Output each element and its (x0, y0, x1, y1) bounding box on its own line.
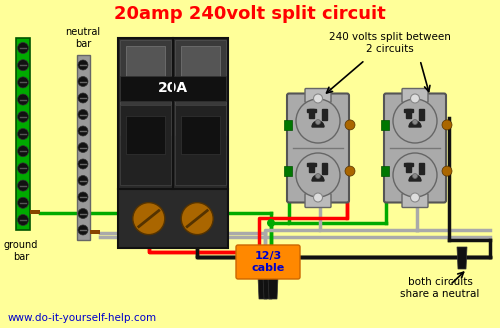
Bar (76, 55, 90, 240)
Bar (181, 46, 220, 92)
Bar (126, 116, 165, 154)
Bar (419, 163, 424, 174)
Bar (120, 40, 171, 134)
Circle shape (267, 219, 275, 227)
Bar (307, 163, 316, 166)
Circle shape (314, 193, 322, 202)
Circle shape (345, 166, 355, 176)
Circle shape (78, 110, 88, 119)
Bar (90, 230, 100, 234)
Text: www.do-it-yourself-help.com: www.do-it-yourself-help.com (8, 313, 157, 323)
Circle shape (314, 94, 322, 103)
Circle shape (18, 129, 28, 139)
Bar (30, 210, 40, 214)
Bar (118, 38, 228, 248)
Bar (175, 40, 226, 134)
Circle shape (78, 209, 88, 218)
Wedge shape (312, 175, 324, 181)
FancyBboxPatch shape (305, 194, 331, 208)
Text: 240 volts split between
2 circuits: 240 volts split between 2 circuits (329, 32, 451, 53)
Bar (175, 105, 226, 185)
FancyBboxPatch shape (402, 89, 428, 102)
Circle shape (78, 93, 88, 103)
Bar (284, 120, 292, 130)
Wedge shape (409, 121, 421, 127)
FancyBboxPatch shape (287, 93, 349, 202)
Bar (404, 163, 413, 166)
FancyBboxPatch shape (384, 93, 446, 202)
Circle shape (316, 119, 320, 125)
Bar (16, 38, 30, 230)
Circle shape (410, 193, 420, 202)
Circle shape (78, 142, 88, 153)
Circle shape (78, 159, 88, 169)
Text: ground
bar: ground bar (4, 240, 38, 262)
Wedge shape (409, 175, 421, 181)
Circle shape (133, 203, 165, 235)
Circle shape (18, 77, 28, 88)
Bar (309, 109, 314, 118)
Bar (322, 109, 327, 120)
Circle shape (296, 99, 340, 143)
Polygon shape (263, 277, 273, 299)
Circle shape (316, 174, 320, 178)
Bar (381, 120, 389, 130)
Bar (406, 163, 411, 172)
Bar (322, 163, 327, 174)
Circle shape (18, 163, 28, 174)
Bar (309, 163, 314, 172)
Bar (120, 105, 171, 185)
FancyBboxPatch shape (236, 245, 300, 279)
Circle shape (78, 225, 88, 235)
Polygon shape (258, 277, 268, 299)
Bar (406, 109, 411, 118)
Circle shape (18, 60, 28, 71)
Circle shape (18, 111, 28, 122)
Wedge shape (312, 121, 324, 127)
Circle shape (78, 76, 88, 87)
Circle shape (296, 153, 340, 197)
Circle shape (442, 120, 452, 130)
Circle shape (18, 180, 28, 191)
Text: 12/3
cable: 12/3 cable (252, 251, 284, 273)
Circle shape (442, 166, 452, 176)
Bar (126, 46, 165, 92)
Circle shape (412, 119, 418, 125)
FancyBboxPatch shape (305, 89, 331, 102)
Circle shape (18, 146, 28, 157)
Circle shape (78, 175, 88, 186)
Text: 20A: 20A (158, 81, 188, 95)
Bar (284, 166, 292, 176)
Circle shape (78, 126, 88, 136)
Circle shape (18, 94, 28, 105)
FancyBboxPatch shape (402, 194, 428, 208)
Circle shape (18, 197, 28, 208)
Text: neutral
bar: neutral bar (66, 28, 100, 49)
Text: 20amp 240volt split circuit: 20amp 240volt split circuit (114, 5, 386, 23)
Text: both circuits
share a neutral: both circuits share a neutral (400, 277, 479, 298)
Bar (181, 116, 220, 154)
Polygon shape (457, 247, 467, 269)
Circle shape (393, 99, 437, 143)
Bar (404, 109, 413, 112)
Bar (381, 166, 389, 176)
Circle shape (78, 192, 88, 202)
Circle shape (393, 153, 437, 197)
Polygon shape (268, 277, 278, 299)
Circle shape (18, 215, 28, 226)
Circle shape (412, 174, 418, 178)
Circle shape (410, 94, 420, 103)
Bar (307, 109, 316, 112)
Bar (419, 109, 424, 120)
Circle shape (345, 120, 355, 130)
Bar (120, 76, 226, 101)
Circle shape (18, 43, 28, 53)
Circle shape (181, 203, 213, 235)
Circle shape (78, 60, 88, 70)
